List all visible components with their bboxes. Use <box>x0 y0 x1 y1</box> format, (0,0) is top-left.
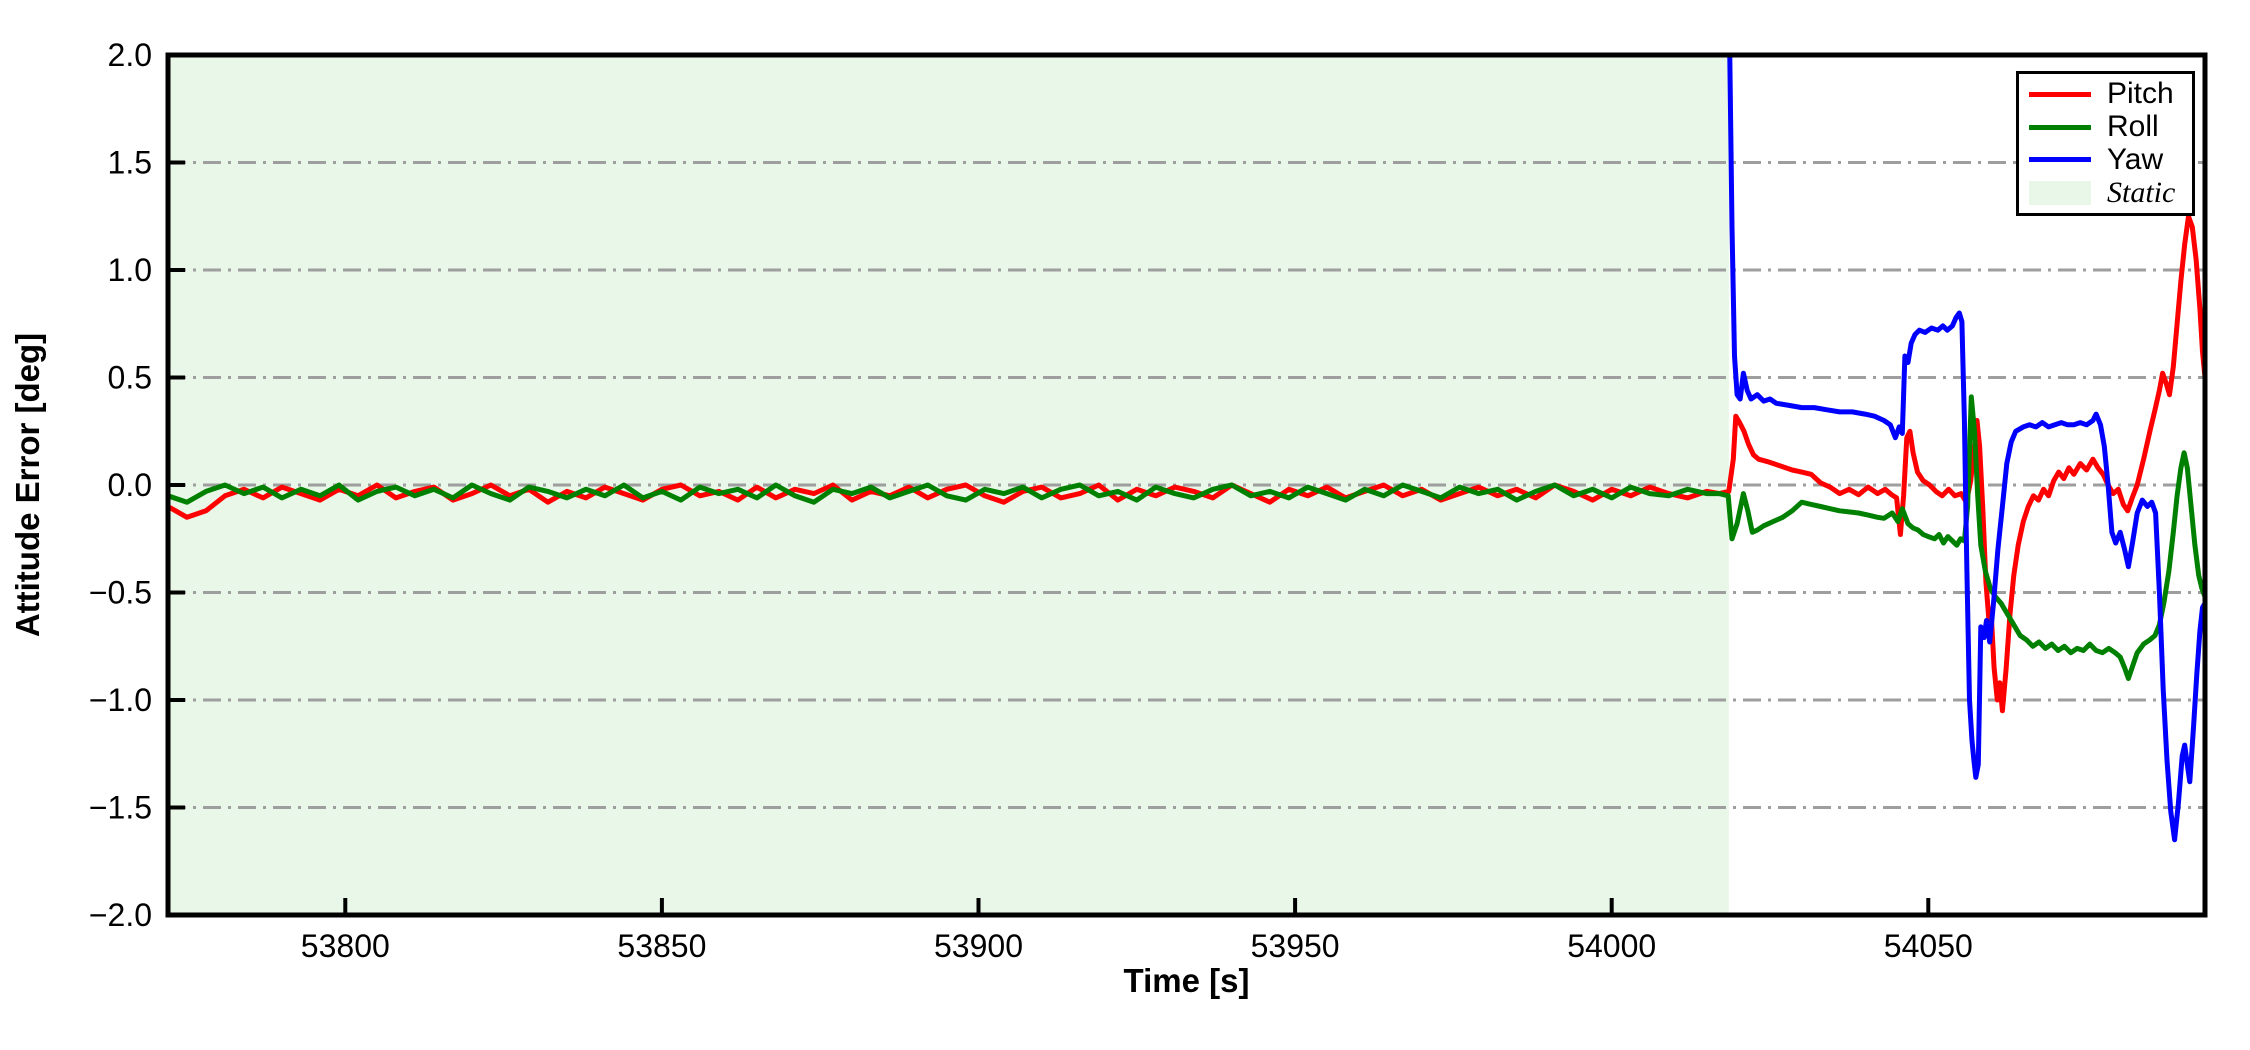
y-tick-label-−1.5: −1.5 <box>89 790 152 826</box>
y-tick-label-0.0: 0.0 <box>108 467 152 503</box>
roll-line-swatch <box>2029 124 2091 130</box>
x-axis-title: Time [s] <box>1123 962 1250 999</box>
y-tick-label-1.0: 1.0 <box>108 252 152 288</box>
yaw-line-swatch <box>2029 157 2091 163</box>
y-axis-title: Attitude Error [deg] <box>9 332 46 638</box>
y-tick-label-0.5: 0.5 <box>108 360 152 396</box>
x-tick-label-53900: 53900 <box>934 928 1023 964</box>
series-group <box>168 55 2205 843</box>
x-tick-label-53850: 53850 <box>617 928 706 964</box>
legend-label-roll: Roll <box>2107 110 2159 144</box>
y-tick-label-−1.0: −1.0 <box>89 682 152 718</box>
legend-entry-static: Static <box>2029 177 2184 209</box>
legend-label-yaw: Yaw <box>2107 142 2164 176</box>
x-tick-label-53950: 53950 <box>1251 928 1340 964</box>
legend-entry-yaw: Yaw <box>2029 144 2184 176</box>
y-tick-label-2.0: 2.0 <box>108 37 152 73</box>
x-tick-label-54050: 54050 <box>1884 928 1973 964</box>
legend-label-pitch: Pitch <box>2107 77 2174 111</box>
yaw-series-line <box>1727 55 2205 843</box>
tick-label-group: 53800 53850 53900 53950 54000 54050 −2.0 −1.5 −1… <box>89 37 1973 964</box>
x-tick-label-54000: 54000 <box>1567 928 1656 964</box>
legend-box: Pitch Roll Yaw Static <box>2016 71 2195 216</box>
y-tick-label-1.5: 1.5 <box>108 145 152 181</box>
x-tick-label-53800: 53800 <box>301 928 390 964</box>
tick-mark-group <box>168 53 1931 917</box>
legend-entry-pitch: Pitch <box>2029 78 2184 110</box>
legend-label-static: Static <box>2107 175 2176 209</box>
gridline-group <box>168 161 2205 809</box>
y-tick-label-−2.0: −2.0 <box>89 897 152 933</box>
static-patch-swatch <box>2029 180 2091 205</box>
roll-series-line <box>168 394 2205 681</box>
pitch-line-swatch <box>2029 91 2091 97</box>
legend-entry-roll: Roll <box>2029 111 2184 143</box>
y-tick-label-−0.5: −0.5 <box>89 575 152 611</box>
